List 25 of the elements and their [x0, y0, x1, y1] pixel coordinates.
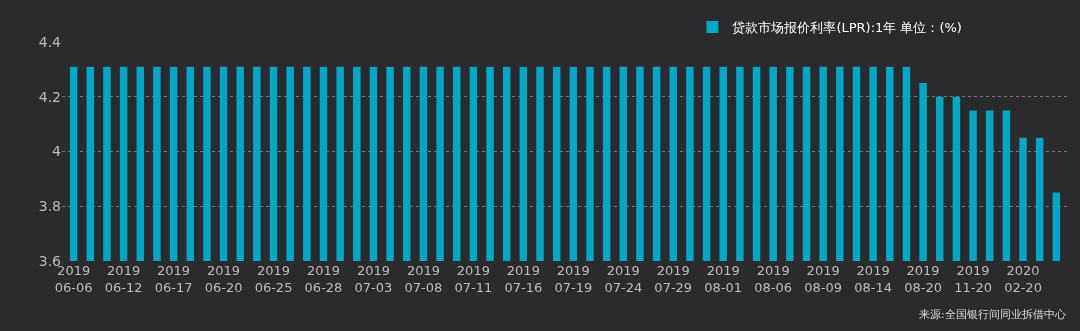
x-tick-label: 2019 06-20: [204, 263, 243, 295]
x-tick-label: 2019 08-06: [754, 263, 793, 295]
x-tick-label: 2019 07-08: [404, 263, 443, 295]
y-tick-label: 4.2: [38, 88, 61, 105]
x-tick-label: 2019 08-01: [704, 263, 743, 295]
x-tick-label: 2020 02-20: [1004, 263, 1042, 295]
x-tick-label: 2019 07-29: [654, 263, 693, 295]
y-tick-label: 4: [52, 143, 62, 160]
x-tick-label: 2019 06-17: [154, 263, 193, 295]
x-tick-label: 2019 08-14: [854, 263, 893, 295]
y-tick-label: 3.8: [38, 198, 61, 215]
x-tick-label: 2019 07-16: [504, 263, 543, 295]
x-tick-label: 2019 07-19: [554, 263, 593, 295]
x-tick-label: 2019 08-09: [804, 263, 843, 295]
x-tick-label: 2019 07-11: [454, 263, 493, 295]
x-tick-label: 2019 06-28: [304, 263, 343, 295]
x-tick-label: 2019 06-12: [104, 263, 143, 295]
x-tick-label: 2019 06-25: [254, 263, 293, 295]
source-note: 来源:全国银行间同业拆借中心: [919, 308, 1066, 321]
legend-label: 贷款市场报价利率(LPR):1年 单位：(%): [732, 20, 962, 36]
x-tick-label: 2019 07-03: [354, 263, 393, 295]
y-tick-label: 4.4: [38, 33, 62, 50]
x-tick-label: 2019 11-20: [954, 263, 992, 295]
x-tick-label: 2019 08-20: [904, 263, 942, 295]
x-tick-label: 2019 07-24: [604, 263, 643, 295]
